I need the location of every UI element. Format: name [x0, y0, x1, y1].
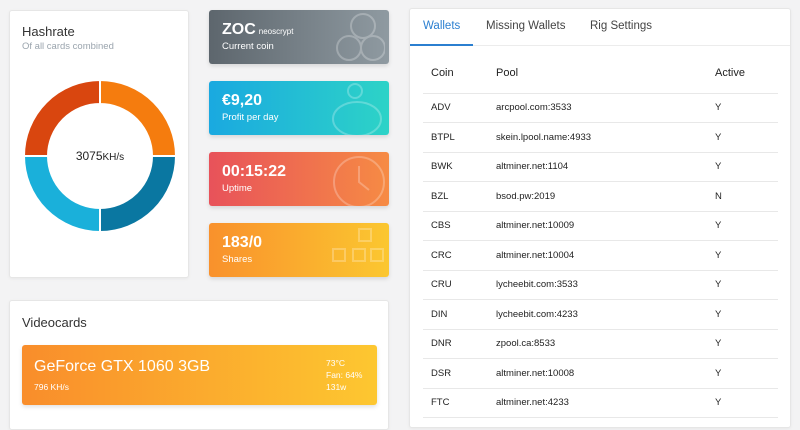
cell-active: Y — [715, 211, 778, 241]
column-header-active: Active — [715, 53, 778, 94]
cell-active: Y — [715, 152, 778, 182]
gpu-card[interactable]: GeForce GTX 1060 3GB 796 KH/s 73°C Fan: … — [22, 345, 377, 405]
table-row[interactable]: BTPL skein.lpool.name:4933 Y — [423, 122, 778, 153]
algorithm-label: neoscrypt — [258, 27, 294, 36]
tab-wallets[interactable]: Wallets — [423, 20, 461, 32]
table-row[interactable]: CRU lycheebit.com:3533 Y — [423, 270, 778, 300]
gpu-fan: Fan: 64% — [326, 370, 363, 380]
profit-label: Profit per day — [222, 112, 279, 123]
gpu-temperature: 73°C — [326, 358, 345, 368]
cell-pool: altminer.net:10004 — [496, 240, 715, 271]
table-row[interactable]: DNR zpool.ca:8533 Y — [423, 329, 778, 359]
shares-card: 183/0 Shares — [209, 223, 389, 277]
uptime-value: 00:15:22 — [222, 163, 287, 180]
donut-segment-4[interactable] — [23, 79, 101, 157]
hashrate-title: Hashrate — [22, 24, 75, 39]
cell-coin: FTC — [423, 388, 496, 418]
cell-pool: skein.lpool.name:4933 — [496, 122, 715, 153]
uptime-card: 00:15:22 Uptime — [209, 152, 389, 206]
cell-active: Y — [715, 122, 778, 153]
cell-pool: arcpool.com:3533 — [496, 93, 715, 123]
piggy-bank-icon — [332, 83, 382, 135]
cell-pool: altminer.net:10008 — [496, 358, 715, 389]
cell-coin: CBS — [423, 211, 496, 241]
table-row[interactable]: BZL bsod.pw:2019 N — [423, 181, 778, 212]
uptime-label: Uptime — [222, 183, 253, 194]
hashrate-card: Hashrate Of all cards combined 3075KH/s — [9, 10, 189, 278]
cell-pool: altminer.net:1104 — [496, 152, 715, 182]
current-coin-value: ZOC — [222, 21, 256, 38]
cell-pool: lycheebit.com:3533 — [496, 270, 715, 300]
cell-coin: BWK — [423, 152, 496, 182]
cell-active: Y — [715, 240, 778, 271]
cell-pool: bsod.pw:2019 — [496, 181, 715, 212]
cell-active: Y — [715, 299, 778, 330]
hashrate-unit: KH/s — [102, 152, 125, 163]
donut-segment-1[interactable] — [99, 79, 177, 157]
cell-pool: zpool.ca:8533 — [496, 329, 715, 359]
table-row[interactable]: CRC altminer.net:10004 Y — [423, 240, 778, 271]
tab-rig-settings[interactable]: Rig Settings — [590, 20, 653, 32]
active-tab-indicator — [410, 44, 473, 46]
cell-active: Y — [715, 93, 778, 123]
current-coin-card: ZOC neoscrypt Current coin — [209, 10, 389, 64]
cell-pool: altminer.net:10009 — [496, 211, 715, 241]
table-row[interactable]: DIN lycheebit.com:4233 Y — [423, 299, 778, 330]
coins-icon — [336, 13, 385, 61]
table-row[interactable]: DSR altminer.net:10008 Y — [423, 358, 778, 389]
cell-coin: BTPL — [423, 122, 496, 153]
cell-coin: DNR — [423, 329, 496, 359]
table-row[interactable]: FTC altminer.net:4233 Y — [423, 388, 778, 418]
profit-card: €9,20 Profit per day — [209, 81, 389, 135]
videocards-title: Videocards — [22, 315, 87, 330]
table-row[interactable]: CBS altminer.net:10009 Y — [423, 211, 778, 241]
gpu-power: 131w — [326, 382, 347, 392]
tab-missing-wallets[interactable]: Missing Wallets — [486, 20, 566, 32]
blocks-icon — [332, 228, 384, 262]
current-coin-label: Current coin — [222, 41, 274, 52]
hashrate-total: 3075KH/s — [10, 149, 190, 163]
tab-bar: Wallets Missing Wallets Rig Settings — [410, 9, 790, 46]
cell-coin: DIN — [423, 299, 496, 330]
hashrate-value: 3075 — [75, 149, 103, 163]
cell-coin: CRC — [423, 240, 496, 271]
cell-pool: lycheebit.com:4233 — [496, 299, 715, 330]
cell-coin: CRU — [423, 270, 496, 300]
cell-coin: ADV — [423, 93, 496, 123]
donut-segment-2[interactable] — [99, 155, 177, 233]
shares-label: Shares — [222, 254, 253, 265]
donut-segment-3[interactable] — [23, 155, 101, 233]
wallets-table: Coin Pool Active ADV arcpool.com:3533 Y BTP… — [423, 53, 778, 418]
table-row[interactable]: ADV arcpool.com:3533 Y — [423, 93, 778, 123]
cell-pool: altminer.net:4233 — [496, 388, 715, 418]
gpu-name: GeForce GTX 1060 3GB — [34, 358, 211, 375]
cell-active: Y — [715, 388, 778, 418]
hashrate-subtitle: Of all cards combined — [22, 41, 114, 52]
column-header-pool: Pool — [496, 53, 715, 94]
hashrate-donut-chart — [23, 79, 177, 233]
wallets-panel: Wallets Missing Wallets Rig Settings Coi… — [409, 8, 791, 428]
shares-value: 183/0 — [222, 234, 263, 251]
cell-coin: BZL — [423, 181, 496, 212]
table-row[interactable]: BWK altminer.net:1104 Y — [423, 152, 778, 182]
gpu-hashrate: 796 KH/s — [34, 382, 69, 392]
cell-active: Y — [715, 270, 778, 300]
cell-active: N — [715, 181, 778, 212]
clock-icon — [333, 156, 385, 206]
column-header-coin: Coin — [423, 53, 496, 94]
cell-coin: DSR — [423, 358, 496, 389]
cell-active: Y — [715, 329, 778, 359]
profit-value: €9,20 — [222, 92, 263, 109]
cell-active: Y — [715, 358, 778, 389]
videocards-card: Videocards GeForce GTX 1060 3GB 796 KH/s… — [9, 300, 389, 430]
